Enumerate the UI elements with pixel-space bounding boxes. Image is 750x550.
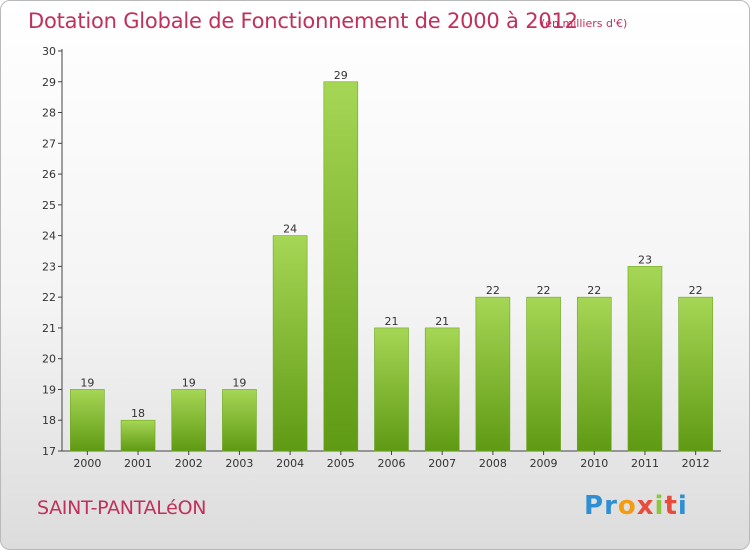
bar-value-label: 22 [537, 284, 551, 297]
logo-letter: t [664, 491, 678, 521]
x-tick-label: 2008 [479, 457, 507, 470]
bar [120, 419, 156, 452]
bar-value-label: 22 [587, 284, 601, 297]
bar [222, 389, 257, 452]
y-tick-label: 25 [42, 199, 56, 212]
bar [475, 296, 511, 452]
x-tick-label: 2006 [378, 457, 406, 470]
y-tick-label: 28 [42, 107, 56, 120]
bar-value-label: 18 [131, 407, 145, 420]
bar [627, 266, 663, 452]
logo-letter: x [636, 491, 655, 521]
bar [576, 296, 612, 452]
bar-value-label: 22 [486, 284, 500, 297]
logo-letter: P [584, 491, 605, 521]
x-tick-label: 2010 [580, 457, 608, 470]
x-tick-label: 2011 [631, 457, 659, 470]
y-tick-label: 29 [42, 76, 56, 89]
y-tick-label: 26 [42, 168, 56, 181]
y-tick-label: 23 [42, 260, 56, 273]
y-tick-label: 21 [42, 322, 56, 335]
bar-value-label: 21 [385, 315, 399, 328]
bar [678, 296, 713, 452]
logo-letter: o [617, 491, 637, 521]
y-tick-label: 30 [42, 45, 56, 58]
x-tick-label: 2001 [124, 457, 152, 470]
logo-letter: i [654, 491, 665, 521]
x-tick-label: 2005 [327, 457, 355, 470]
chart-title: Dotation Globale de Fonctionnement de 20… [28, 9, 578, 33]
bar [70, 389, 105, 452]
bar-value-label: 19 [232, 376, 246, 389]
x-tick-label: 2009 [530, 457, 558, 470]
y-tick-label: 18 [42, 414, 56, 427]
x-tick-label: 2004 [276, 457, 304, 470]
bar-value-label: 19 [80, 376, 94, 389]
x-tick-label: 2012 [682, 457, 710, 470]
bar-value-label: 23 [638, 253, 652, 266]
bar [323, 81, 359, 452]
y-tick-label: 22 [42, 291, 56, 304]
commune-name: SAINT-PANTALéON [37, 497, 207, 519]
bar [424, 327, 460, 452]
proxiti-logo: Proxiti [584, 491, 688, 521]
x-tick-label: 2002 [175, 457, 203, 470]
logo-letter: r [604, 491, 618, 521]
y-tick-label: 19 [42, 383, 56, 396]
y-tick-label: 24 [42, 230, 56, 243]
y-tick-label: 17 [42, 445, 56, 458]
logo-letter: i [677, 491, 688, 521]
bar-value-label: 24 [283, 223, 297, 236]
bar [171, 389, 207, 452]
chart-unit: (en milliers d'€) [541, 17, 628, 30]
bar-value-label: 29 [334, 69, 348, 82]
bar-value-label: 22 [689, 284, 703, 297]
bar-value-label: 19 [182, 376, 196, 389]
x-tick-label: 2007 [428, 457, 456, 470]
bar [526, 296, 561, 452]
y-tick-label: 20 [42, 353, 56, 366]
bar [272, 235, 308, 452]
y-tick-label: 27 [42, 137, 56, 150]
x-tick-label: 2000 [73, 457, 101, 470]
bar-value-label: 21 [435, 315, 449, 328]
x-tick-label: 2003 [225, 457, 253, 470]
bar [374, 327, 409, 452]
